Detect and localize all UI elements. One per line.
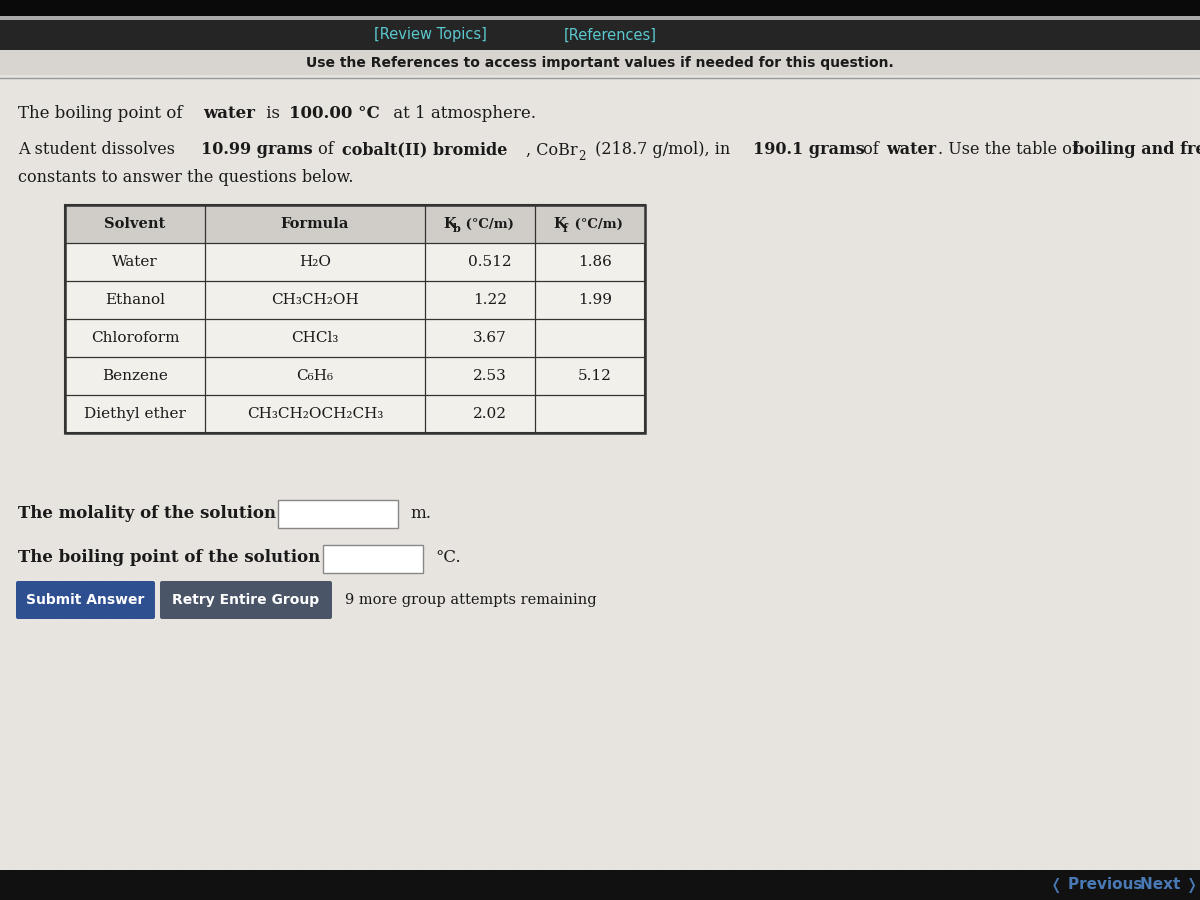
Text: (°C/m): (°C/m) [570,218,623,230]
Text: of: of [858,141,884,158]
Text: of: of [313,141,338,158]
Text: water: water [886,141,936,158]
Text: 1.99: 1.99 [578,293,612,307]
Text: [Review Topics]: [Review Topics] [373,28,486,42]
Text: Formula: Formula [281,217,349,231]
Text: K: K [443,217,456,231]
Text: 190.1 grams: 190.1 grams [754,141,865,158]
Text: Retry Entire Group: Retry Entire Group [173,593,319,607]
Text: C₆H₆: C₆H₆ [296,369,334,383]
Bar [323,545,424,573]
Text: (218.7 g/mol), in: (218.7 g/mol), in [590,141,736,158]
Text: 10.99 grams: 10.99 grams [202,141,313,158]
Text: [References]: [References] [564,28,656,42]
Text: The molality of the solution is: The molality of the solution is [18,505,298,521]
Text: Benzene: Benzene [102,369,168,383]
Bar [0,870,1200,900]
Text: Use the References to access important values if needed for this question.: Use the References to access important v… [306,56,894,70]
Text: 1.86: 1.86 [578,255,612,269]
Bar [278,500,398,528]
Text: Chloroform: Chloroform [91,331,179,345]
Text: . Use the table of: . Use the table of [938,141,1084,158]
Text: The boiling point of the solution is: The boiling point of the solution is [18,550,342,566]
Text: K: K [553,217,565,231]
Bar [65,205,646,433]
Text: ❬ Previous: ❬ Previous [1050,877,1142,893]
Text: b: b [454,223,461,235]
Text: at 1 atmosphere.: at 1 atmosphere. [388,104,536,122]
Text: 5.12: 5.12 [578,369,612,383]
Text: 9 more group attempts remaining: 9 more group attempts remaining [346,593,596,607]
Text: boiling and freezing point: boiling and freezing point [1073,141,1200,158]
Bar [65,205,646,243]
Text: The boiling point of: The boiling point of [18,104,187,122]
Text: Ethanol: Ethanol [106,293,166,307]
Text: °C.: °C. [436,550,461,566]
Text: CHCl₃: CHCl₃ [292,331,338,345]
FancyBboxPatch shape [160,581,332,619]
Text: CH₃CH₂OCH₂CH₃: CH₃CH₂OCH₂CH₃ [247,407,383,421]
Bar [0,50,1200,75]
Text: constants to answer the questions below.: constants to answer the questions below. [18,168,354,185]
Text: Submit Answer: Submit Answer [26,593,144,607]
Text: Next ❭: Next ❭ [1140,877,1199,893]
Text: m.: m. [410,505,431,521]
Bar [65,205,646,433]
Text: cobalt(II) bromide: cobalt(II) bromide [342,141,508,158]
Text: water: water [203,104,256,122]
Text: 2.02: 2.02 [473,407,508,421]
Bar [0,16,1200,20]
Text: 1.22: 1.22 [473,293,508,307]
Text: A student dissolves: A student dissolves [18,141,180,158]
Text: is: is [262,104,286,122]
Text: Solvent: Solvent [104,217,166,231]
Text: 100.00 °C: 100.00 °C [289,104,379,122]
Text: Diethyl ether: Diethyl ether [84,407,186,421]
Text: 3.67: 3.67 [473,331,506,345]
Bar [0,0,1200,18]
Bar [0,18,1200,50]
Text: , CoBr: , CoBr [526,141,577,158]
Text: Water: Water [112,255,158,269]
Text: H₂O: H₂O [299,255,331,269]
Text: 0.512: 0.512 [468,255,512,269]
Text: 2.53: 2.53 [473,369,506,383]
Text: f: f [563,223,568,235]
Text: 2: 2 [578,150,586,164]
Text: CH₃CH₂OH: CH₃CH₂OH [271,293,359,307]
FancyBboxPatch shape [16,581,155,619]
Text: (°C/m): (°C/m) [461,218,514,230]
